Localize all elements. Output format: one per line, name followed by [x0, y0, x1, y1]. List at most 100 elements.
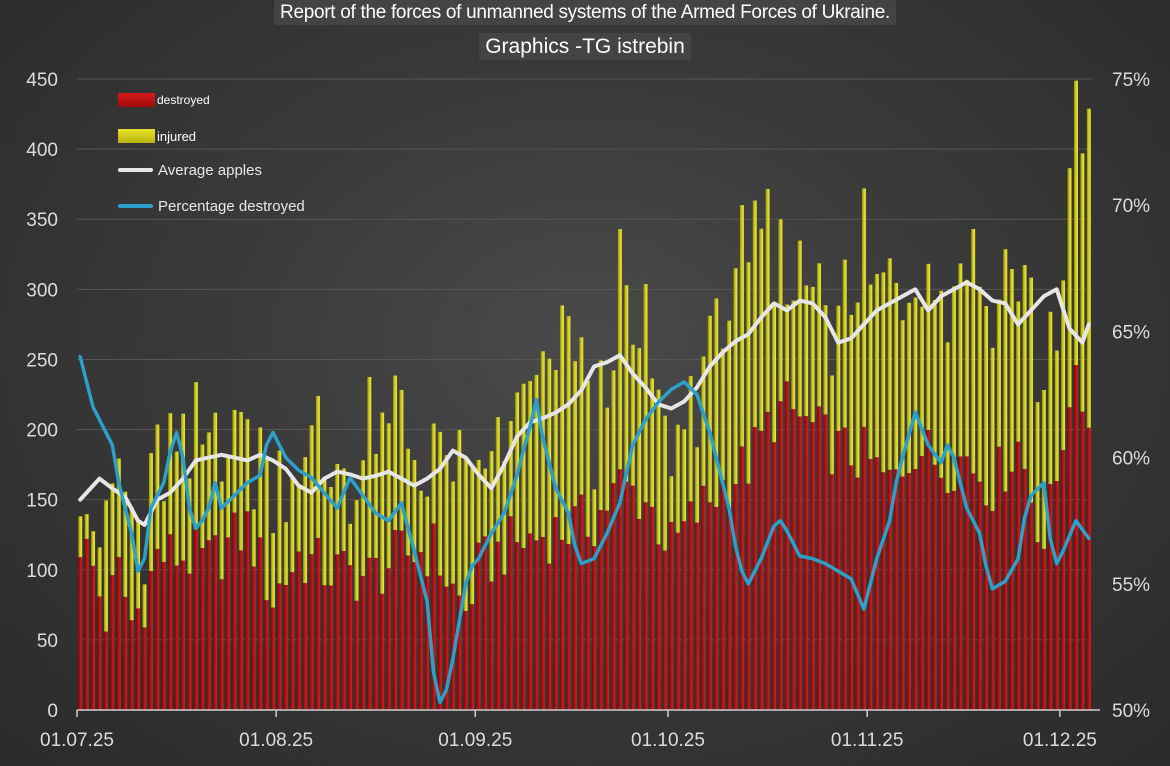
bar-injured	[1067, 168, 1072, 408]
y-left-tick-label: 50	[37, 631, 58, 652]
bar-injured	[412, 460, 417, 563]
bar-destroyed	[643, 502, 648, 710]
bar-destroyed	[225, 537, 230, 710]
bar-destroyed	[630, 485, 635, 710]
bar-destroyed	[1028, 502, 1033, 710]
bar-destroyed	[797, 416, 802, 710]
bar-destroyed	[482, 536, 487, 710]
bar-injured	[720, 348, 725, 481]
bar-injured	[560, 305, 565, 540]
bar-injured	[1022, 265, 1027, 469]
bar-destroyed	[386, 568, 391, 710]
bar-injured	[714, 298, 719, 507]
bar-destroyed	[245, 511, 250, 710]
bar-destroyed	[148, 571, 153, 710]
bar-injured	[110, 483, 115, 576]
bar-injured	[894, 282, 899, 470]
bar-destroyed	[932, 464, 937, 710]
y-left-tick-label: 400	[26, 140, 58, 161]
bar-injured	[1086, 108, 1091, 428]
bar-injured	[759, 228, 764, 431]
bar-destroyed	[772, 442, 777, 710]
bar-destroyed	[688, 501, 693, 710]
bar-destroyed	[913, 469, 918, 710]
y-right-tick-label: 65%	[1112, 322, 1150, 343]
bar-destroyed	[527, 533, 532, 710]
y-left-tick-label: 100	[26, 561, 58, 582]
percentage-destroyed-series	[78, 354, 1091, 705]
bar-destroyed	[675, 532, 680, 710]
bar-destroyed	[219, 579, 224, 710]
bar-destroyed	[624, 481, 629, 710]
bar-injured	[842, 259, 847, 428]
bar-destroyed	[206, 540, 211, 710]
bar-injured	[457, 430, 462, 596]
bar-destroyed	[984, 505, 988, 710]
bar-destroyed	[662, 550, 667, 710]
y-right-tick-label: 75%	[1112, 70, 1150, 91]
bar-destroyed	[1009, 471, 1014, 710]
bar-destroyed	[649, 506, 654, 710]
bar-destroyed	[592, 546, 597, 710]
bar-injured	[290, 478, 295, 573]
bar-destroyed	[290, 572, 295, 710]
bar-injured	[913, 297, 918, 470]
bar-destroyed	[881, 472, 886, 710]
bar-injured	[682, 429, 687, 522]
bar-destroyed	[547, 563, 552, 710]
bar-destroyed	[746, 483, 751, 710]
legend-item-average: Average apples	[118, 160, 262, 180]
bar-injured	[386, 423, 391, 569]
bar-destroyed	[213, 535, 218, 710]
bar-destroyed	[405, 555, 410, 710]
bar-injured	[161, 501, 166, 562]
bar-destroyed	[328, 585, 333, 710]
right-axis-ticks: 50% 55% 60% 65% 70% 75%	[1112, 70, 1150, 722]
bar-destroyed	[804, 416, 809, 710]
bar-destroyed	[1061, 450, 1066, 710]
bar-injured	[772, 305, 777, 443]
bar-destroyed	[560, 539, 565, 710]
x-tick-label: 01.10.25	[631, 730, 705, 751]
bar-destroyed	[894, 469, 899, 710]
bar-injured	[1054, 350, 1059, 482]
bar-injured	[1035, 402, 1040, 543]
bar-injured	[849, 314, 854, 466]
bar-injured	[418, 490, 423, 553]
bar-destroyed	[906, 473, 911, 710]
bar-destroyed	[341, 550, 346, 710]
bar-destroyed	[951, 490, 956, 710]
bar-destroyed	[919, 455, 924, 710]
bar-injured	[232, 409, 237, 513]
bar-injured	[1073, 80, 1078, 366]
bar-destroyed	[1035, 542, 1040, 710]
chart-title-text: Report of the forces of unmanned systems…	[274, 0, 896, 25]
bar-injured	[360, 460, 365, 576]
bar-destroyed	[142, 627, 147, 710]
chart-title: Report of the forces of unmanned systems…	[0, 0, 1170, 25]
bar-destroyed	[1054, 481, 1059, 710]
bar-injured	[463, 456, 468, 612]
bar-injured	[579, 337, 584, 495]
bar-destroyed	[367, 557, 372, 710]
bar-injured	[739, 205, 744, 447]
bar-destroyed	[181, 560, 185, 710]
bar-destroyed	[791, 409, 796, 710]
bar-injured	[103, 500, 108, 632]
bar-injured	[354, 500, 359, 601]
bar-injured	[656, 389, 661, 545]
bar-destroyed	[996, 446, 1001, 710]
bar-destroyed	[425, 576, 430, 710]
bar-injured	[675, 424, 680, 533]
y-left-tick-label: 250	[26, 350, 58, 371]
bar-destroyed	[258, 537, 263, 710]
bar-injured	[964, 279, 969, 457]
bar-injured	[701, 356, 706, 486]
bar-injured	[874, 273, 879, 458]
bar-injured	[630, 344, 635, 486]
bar-injured	[778, 219, 783, 402]
legend-label-percentage: Percentage destroyed	[158, 197, 305, 215]
bar-injured	[521, 383, 526, 548]
bar-destroyed	[110, 575, 115, 710]
